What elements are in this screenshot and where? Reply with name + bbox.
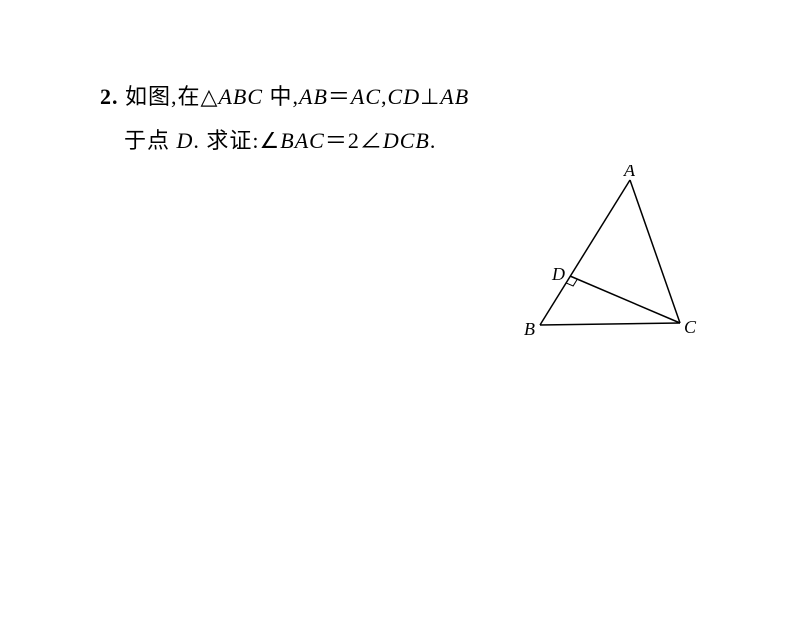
diagram-svg: A B C D [500, 165, 720, 365]
svg-text:D: D [551, 264, 565, 284]
svg-text:B: B [524, 319, 535, 339]
bac-label: BAC [280, 128, 325, 153]
angle-1: ∠ [260, 128, 281, 153]
problem-container: 2. 如图,在△ABC 中,AB＝AC,CD⊥AB 于点 D. 求证:∠BAC＝… [100, 75, 700, 163]
angle-2: ∠ [360, 128, 383, 153]
problem-line-2: 于点 D. 求证:∠BAC＝2∠DCB. [100, 119, 700, 163]
svg-text:A: A [623, 165, 636, 180]
abc-label: ABC [218, 84, 263, 109]
text-part-3: 于点 [124, 128, 177, 153]
cd-label: CD [388, 84, 421, 109]
text-part-4: . 求证: [193, 128, 259, 153]
equals-2: ＝ [325, 128, 348, 153]
problem-number: 2. [100, 84, 119, 109]
problem-text: 2. 如图,在△ABC 中,AB＝AC,CD⊥AB 于点 D. 求证:∠BAC＝… [100, 75, 700, 163]
text-part-1: 如图,在 [125, 84, 201, 109]
d-label: D [177, 128, 194, 153]
ac-label: AC [351, 84, 381, 109]
svg-text:C: C [684, 317, 697, 337]
two: 2 [348, 128, 360, 153]
period: . [430, 128, 437, 153]
ab-label: AB [299, 84, 328, 109]
text-part-2: 中, [263, 84, 299, 109]
triangle-diagram: A B C D [500, 165, 720, 365]
problem-line-1: 2. 如图,在△ABC 中,AB＝AC,CD⊥AB [100, 75, 700, 119]
perp-symbol: ⊥ [420, 84, 440, 109]
equals-1: ＝ [328, 84, 351, 109]
triangle-symbol: △ [201, 84, 219, 109]
ab2-label: AB [440, 84, 469, 109]
dcb-label: DCB [383, 128, 430, 153]
